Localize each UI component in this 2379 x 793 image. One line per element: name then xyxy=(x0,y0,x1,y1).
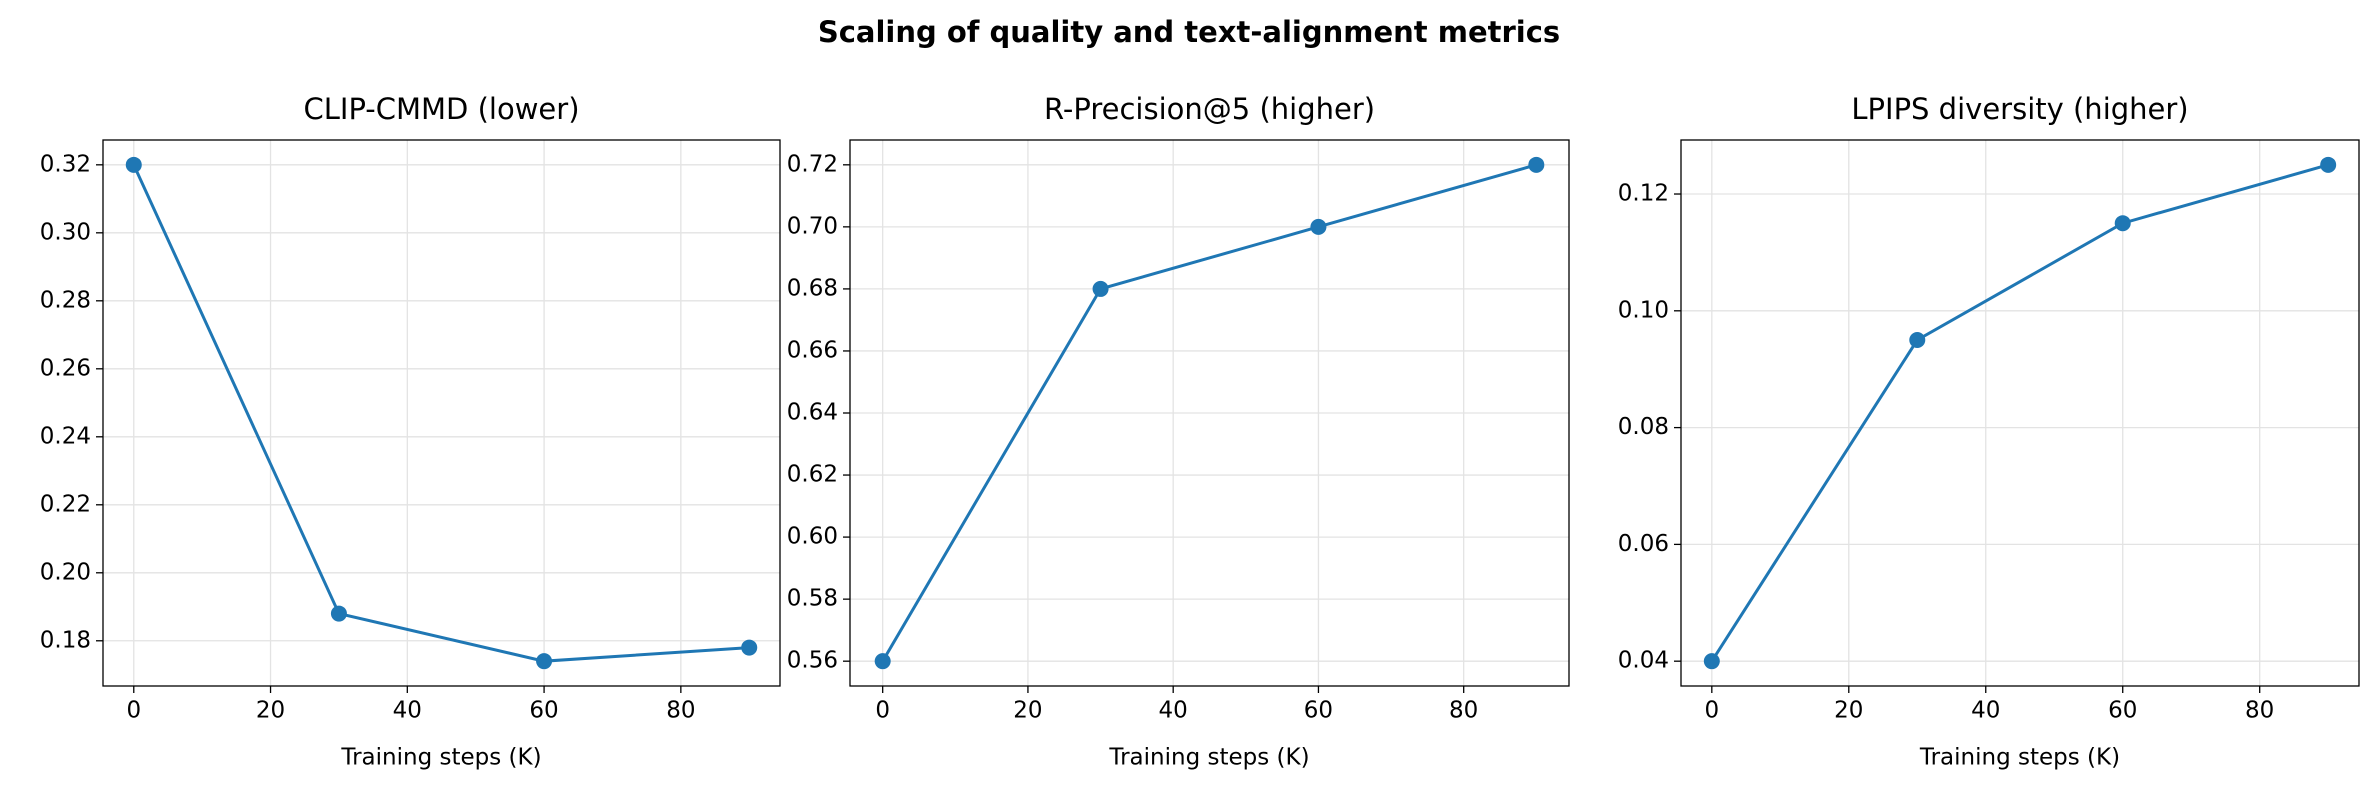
x-axis-label: Training steps (K) xyxy=(340,745,541,771)
data-point xyxy=(2320,156,2337,173)
y-tick-label: 0.62 xyxy=(787,462,838,488)
data-point xyxy=(330,605,347,622)
x-tick-label: 0 xyxy=(126,698,141,724)
y-tick-label: 0.60 xyxy=(787,524,838,550)
x-tick-label: 20 xyxy=(1013,698,1042,724)
data-point xyxy=(1528,156,1545,173)
data-line xyxy=(132,164,750,663)
y-tick-label: 0.56 xyxy=(787,648,838,674)
subplot-title: CLIP-CMMD (lower) xyxy=(303,92,579,126)
x-tick-label: 40 xyxy=(1159,698,1188,724)
x-tick-label: 40 xyxy=(1971,698,2000,724)
y-tick-label: 0.58 xyxy=(787,586,838,612)
x-tick-label: 80 xyxy=(1449,698,1478,724)
x-tick-label: 40 xyxy=(393,698,422,724)
data-point xyxy=(1092,280,1109,297)
plot-frame xyxy=(102,139,781,687)
x-tick-label: 0 xyxy=(875,698,890,724)
figure-title: Scaling of quality and text-alignment me… xyxy=(818,15,1560,49)
data-point xyxy=(125,156,142,173)
y-tick-label: 0.30 xyxy=(40,219,91,245)
subplot-title: R-Precision@5 (higher) xyxy=(1044,92,1375,126)
x-tick-label: 60 xyxy=(2108,698,2137,724)
x-axis-label: Training steps (K) xyxy=(1108,745,1309,771)
y-tick-label: 0.70 xyxy=(787,213,838,239)
y-tick-label: 0.26 xyxy=(40,355,91,381)
plot-frame xyxy=(849,139,1570,687)
y-tick-label: 0.32 xyxy=(40,151,91,177)
y-tick-label: 0.24 xyxy=(40,423,91,449)
data-point xyxy=(874,653,891,670)
data-point xyxy=(1909,332,1926,349)
data-line xyxy=(1710,163,2329,662)
y-tick-label: 0.06 xyxy=(1618,531,1669,557)
data-point xyxy=(1310,218,1327,235)
y-tick-label: 0.18 xyxy=(40,627,91,653)
y-tick-label: 0.64 xyxy=(787,400,838,426)
y-tick-label: 0.28 xyxy=(40,287,91,313)
y-tick-label: 0.10 xyxy=(1618,297,1669,323)
y-tick-label: 0.12 xyxy=(1618,181,1669,207)
y-tick-label: 0.08 xyxy=(1618,414,1669,440)
data-point xyxy=(2114,215,2131,232)
x-tick-label: 0 xyxy=(1704,698,1719,724)
y-tick-label: 0.04 xyxy=(1618,648,1669,674)
y-tick-label: 0.66 xyxy=(787,337,838,363)
data-point xyxy=(1703,653,1720,670)
plot-frame xyxy=(1680,139,2360,687)
y-tick-label: 0.20 xyxy=(40,559,91,585)
data-point xyxy=(536,653,553,670)
subplot-title: LPIPS diversity (higher) xyxy=(1851,92,2188,126)
data-line xyxy=(881,163,1537,662)
x-tick-label: 20 xyxy=(1834,698,1863,724)
y-tick-label: 0.22 xyxy=(40,491,91,517)
y-tick-label: 0.72 xyxy=(787,151,838,177)
x-tick-label: 20 xyxy=(256,698,285,724)
x-tick-label: 60 xyxy=(529,698,558,724)
x-axis-label: Training steps (K) xyxy=(1919,745,2120,771)
x-tick-label: 80 xyxy=(2245,698,2274,724)
data-point xyxy=(741,639,758,656)
x-tick-label: 80 xyxy=(666,698,695,724)
x-tick-label: 60 xyxy=(1304,698,1333,724)
y-tick-label: 0.68 xyxy=(787,275,838,301)
